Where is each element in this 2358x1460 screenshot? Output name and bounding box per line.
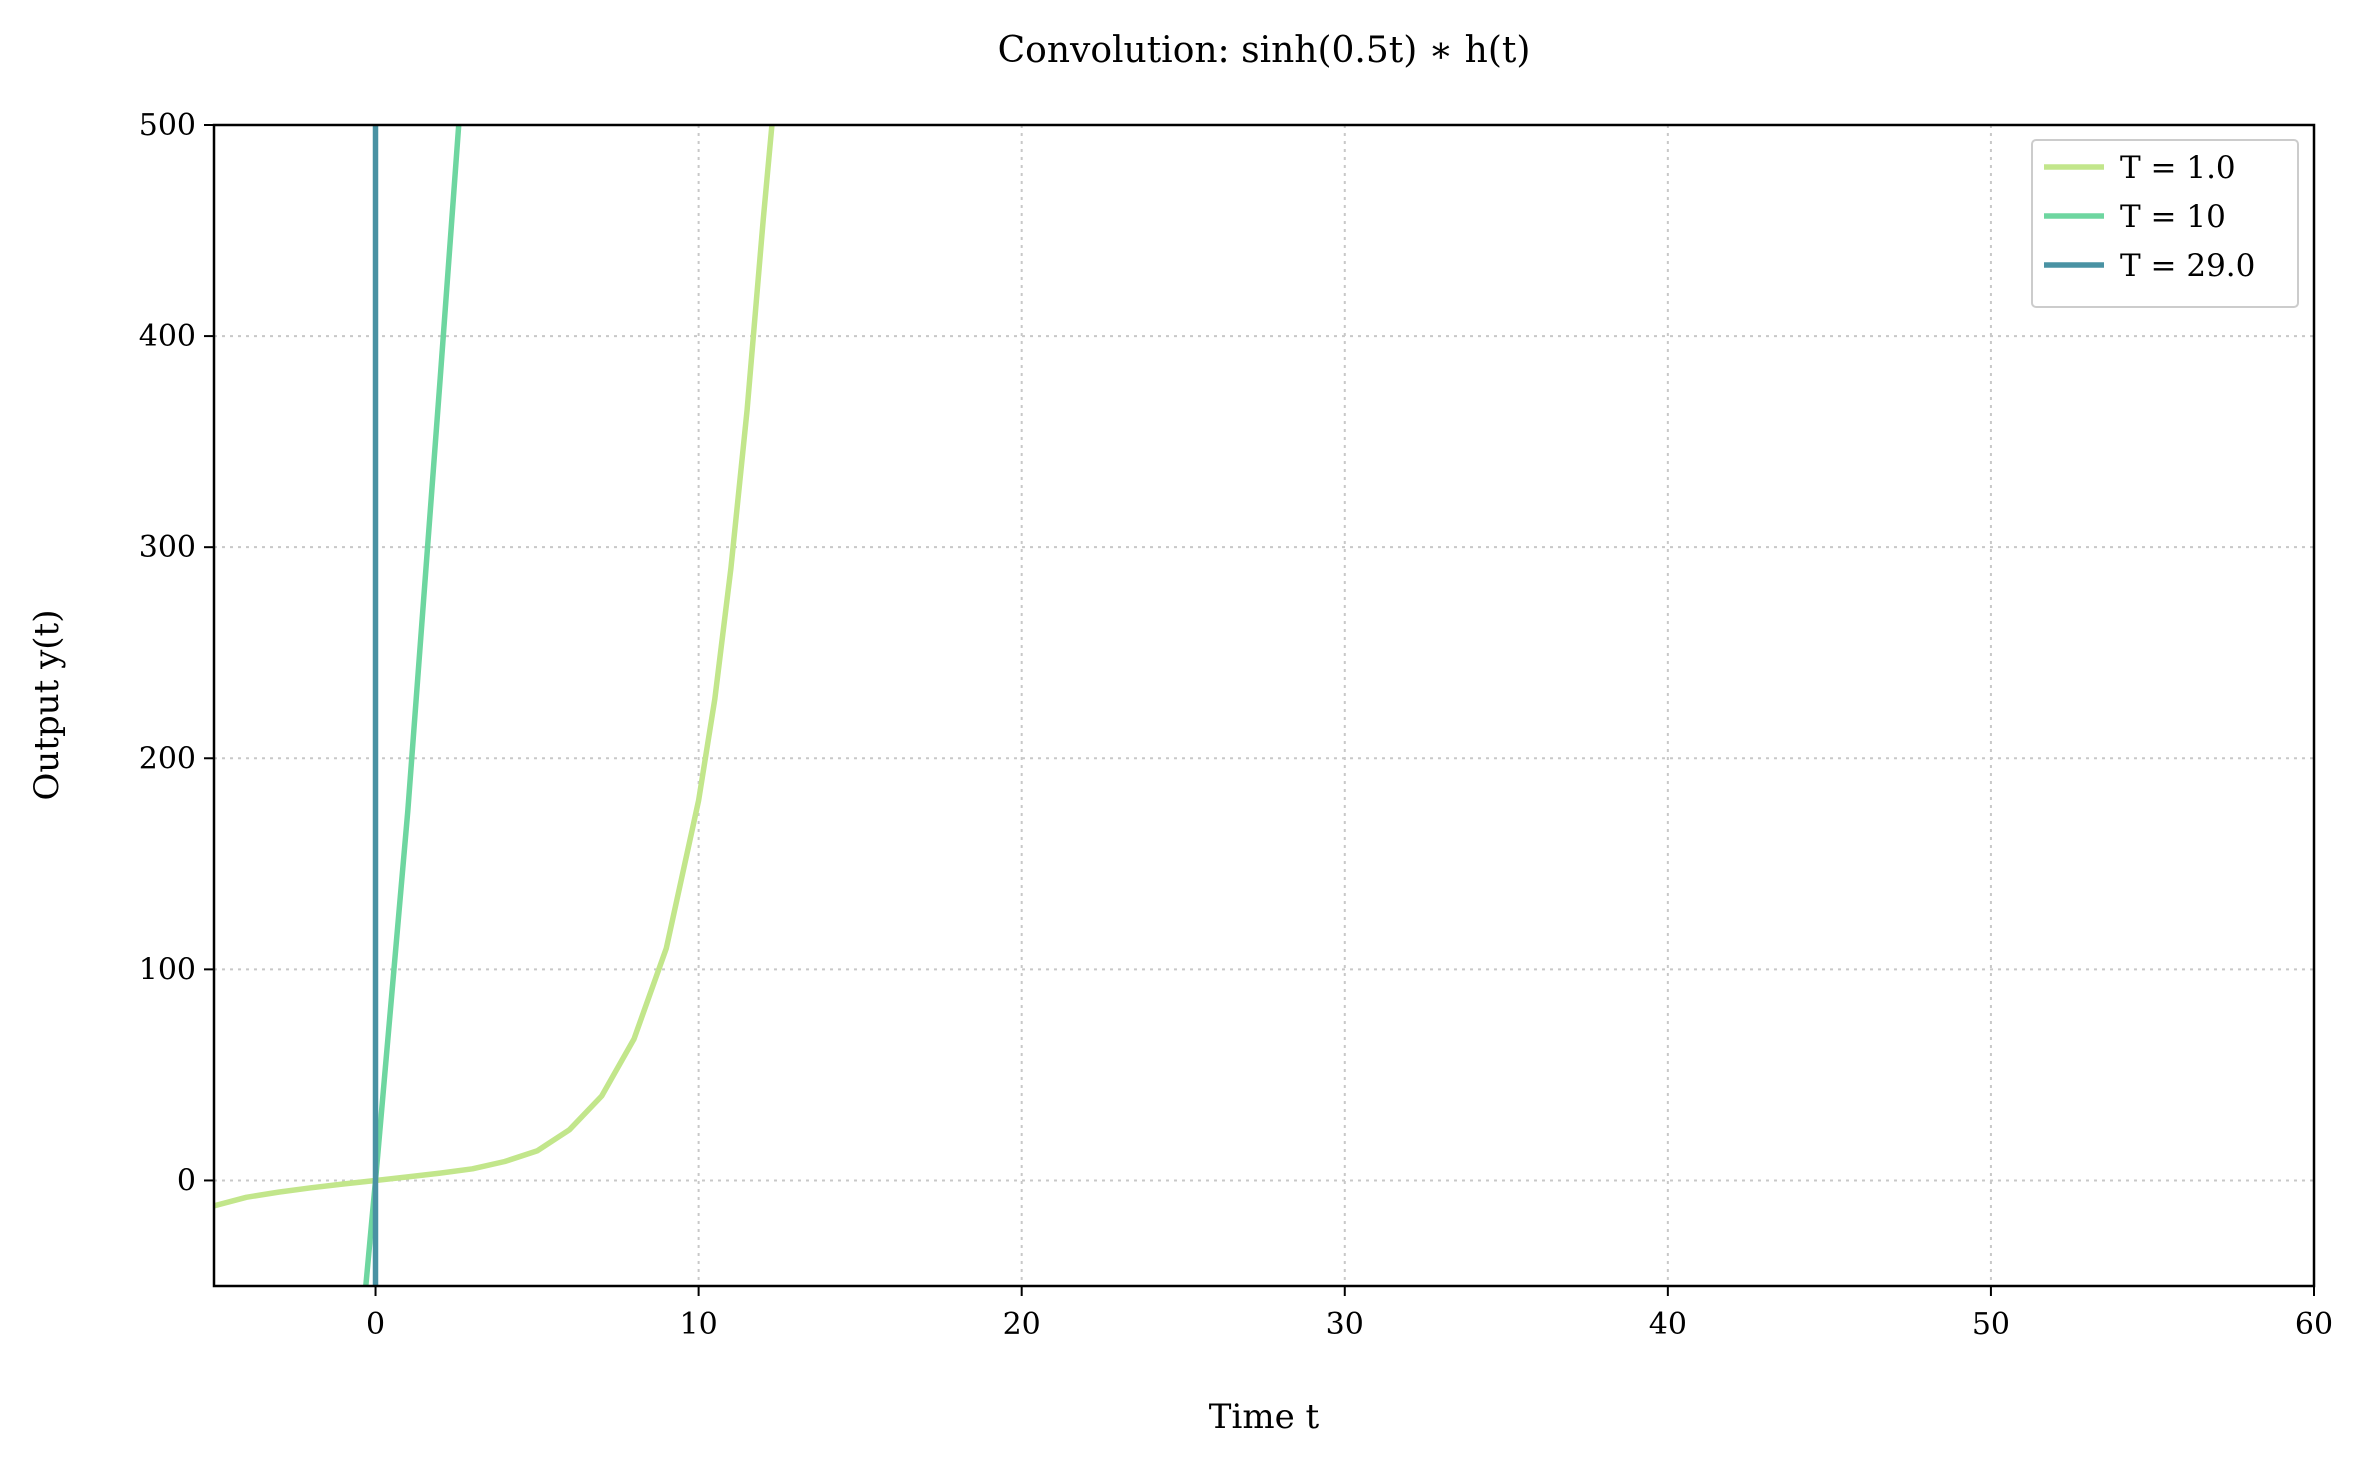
axis-ticks: 0 10 20 30 40 50 60 0 100 200 300 400 500: [139, 108, 2333, 1342]
x-tick-label: 40: [1649, 1307, 1687, 1342]
y-tick-label: 300: [139, 530, 196, 565]
x-axis-label: Time t: [1209, 1397, 1320, 1437]
x-tick-label: 10: [680, 1307, 718, 1342]
legend-label-2: T = 29.0: [2120, 248, 2255, 284]
series-line-1: [363, 125, 462, 1286]
x-tick-label: 30: [1326, 1307, 1364, 1342]
x-tick-label: 60: [2295, 1307, 2333, 1342]
legend-label-0: T = 1.0: [2120, 150, 2236, 186]
series-line-0: [214, 125, 775, 1209]
y-tick-label: 500: [139, 108, 196, 143]
legend: T = 1.0 T = 10 T = 29.0: [2031, 139, 2299, 308]
y-tick-label: 100: [139, 952, 196, 987]
y-tick-label: 0: [177, 1163, 196, 1198]
series-lines: [214, 125, 775, 1286]
x-tick-label: 0: [366, 1307, 385, 1342]
y-tick-label: 400: [139, 319, 196, 354]
x-tick-label: 20: [1003, 1307, 1041, 1342]
y-tick-label: 200: [139, 741, 196, 776]
x-tick-label: 50: [1972, 1307, 2010, 1342]
chart-title: Convolution: sinh(0.5t) ∗ h(t): [998, 30, 1531, 71]
plot-frame: [212, 123, 2316, 1288]
y-axis-label: Output y(t): [27, 610, 67, 801]
grid: [214, 125, 2314, 1286]
legend-label-1: T = 10: [2120, 199, 2226, 235]
